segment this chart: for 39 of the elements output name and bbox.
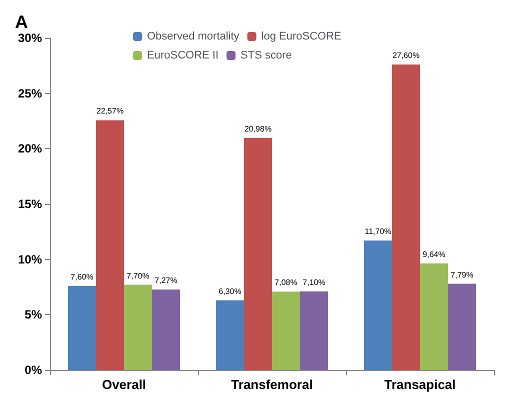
bar [420,263,448,370]
data-label: 20,98% [244,124,272,134]
x-tick-label: Transfemoral [231,377,313,392]
bar [244,138,272,370]
x-tick-label: Transapical [384,377,456,392]
x-tick-label: Overall [102,377,146,392]
legend-label: Observed mortality [147,30,240,42]
y-tick-label: 25% [18,86,42,100]
y-tick-label: 30% [18,31,42,45]
legend-label: STS score [240,50,292,62]
bar [364,240,392,370]
data-label: 6,30% [218,286,242,296]
y-tick-label: 15% [18,197,42,211]
bar [68,286,96,370]
data-label: 7,79% [450,270,474,280]
data-label: 9,64% [422,250,446,259]
legend-label: log EuroSCORE [261,30,342,42]
bar [96,120,124,370]
data-label: 7,08% [274,278,298,288]
y-tick-label: 5% [24,308,42,322]
data-label: 22,57% [96,106,124,116]
bar [272,292,300,370]
data-label: 7,70% [126,271,150,280]
chart-title: A [15,12,28,32]
bar [392,64,420,370]
data-label: 7,10% [302,278,326,287]
data-label: 27,60% [392,51,420,60]
bar [448,284,476,370]
legend-label: EuroSCORE II [147,50,219,62]
data-label: 7,27% [154,276,178,286]
y-tick-label: 20% [18,142,42,156]
data-label: 11,70% [364,227,392,236]
bar [216,300,244,370]
y-tick-label: 10% [18,252,42,266]
bar [152,290,180,370]
bar [124,284,152,370]
y-tick-label: 0% [24,363,42,377]
data-label: 7,60% [70,272,94,282]
bar [300,291,328,370]
